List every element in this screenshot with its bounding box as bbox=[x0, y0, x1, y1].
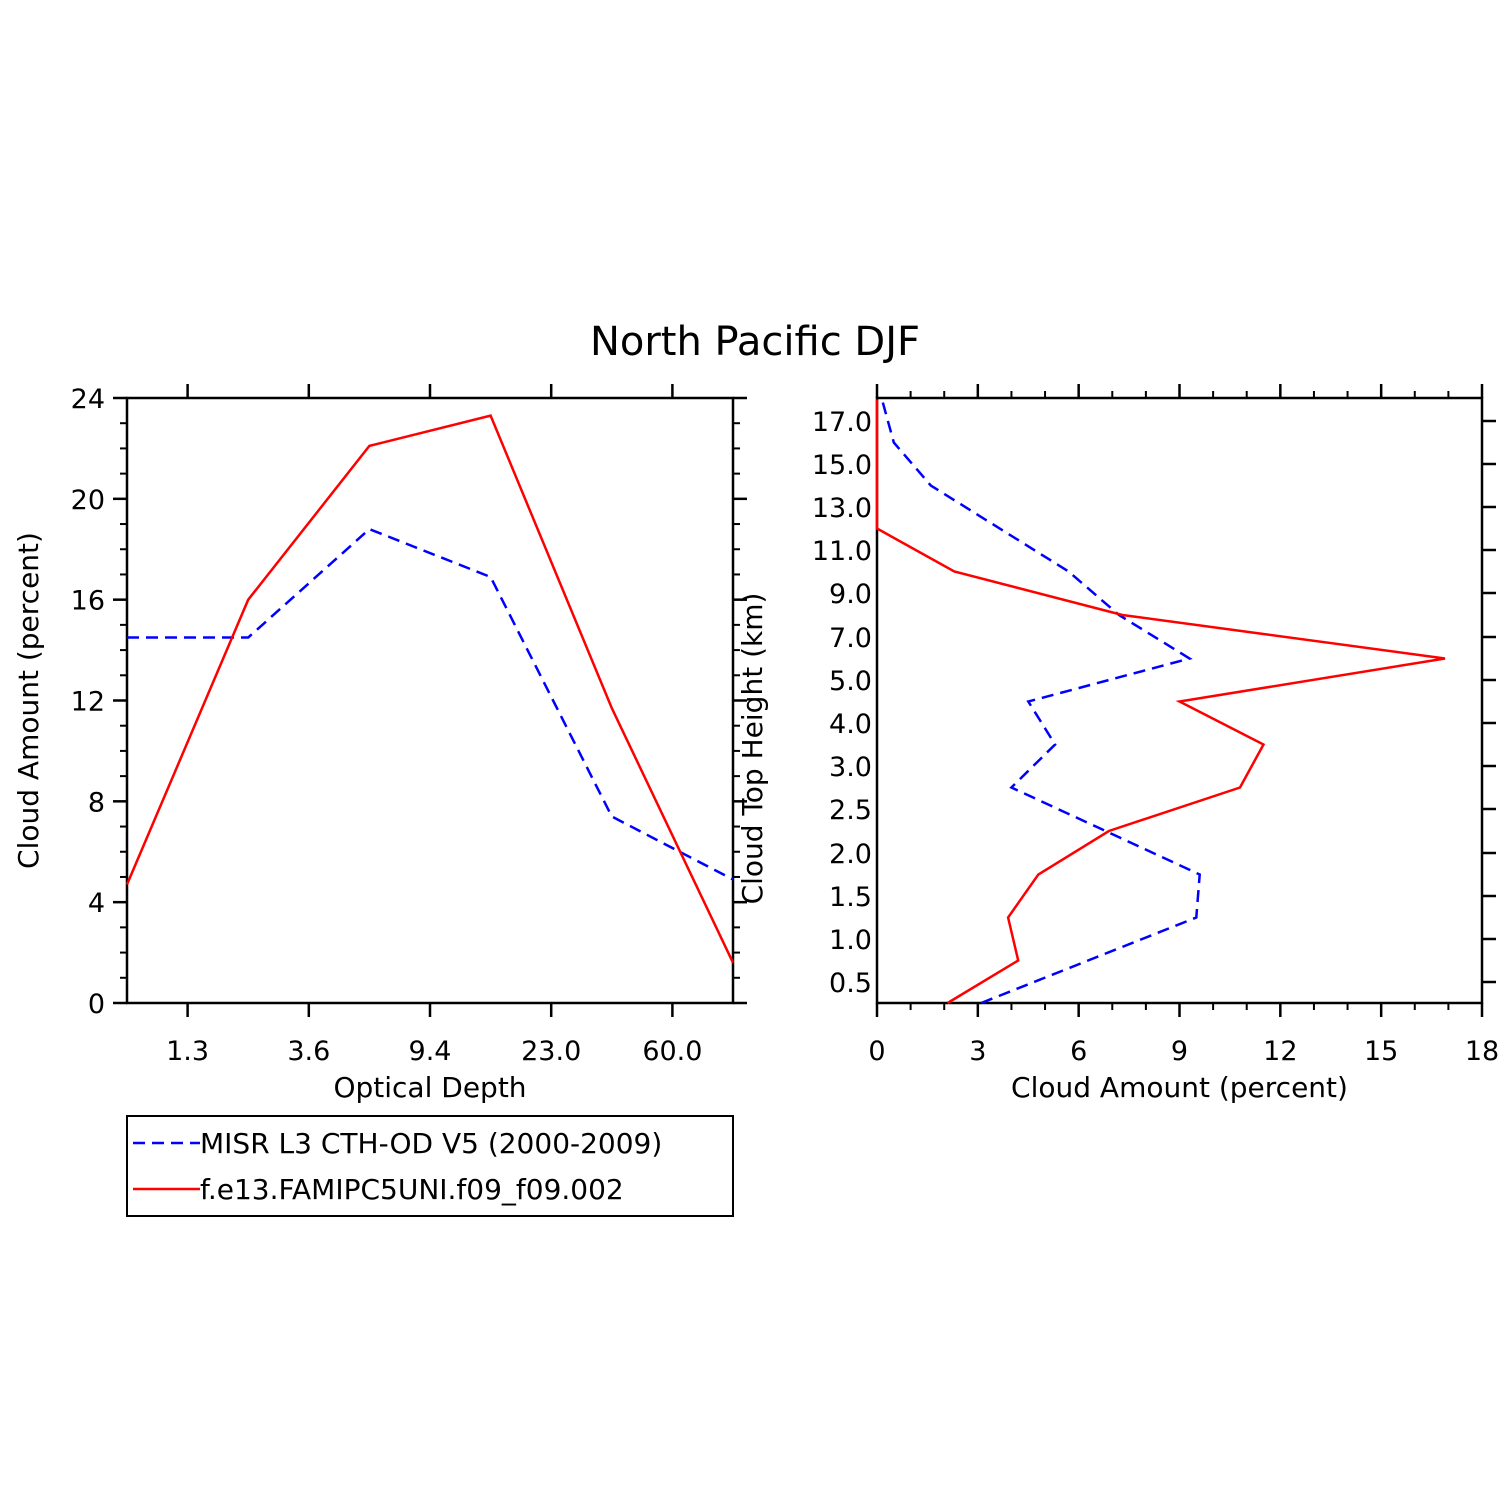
right-y-tick-label: 0.5 bbox=[829, 968, 872, 999]
legend-label: MISR L3 CTH-OD V5 (2000-2009) bbox=[200, 1127, 662, 1160]
right-x-tick-label: 6 bbox=[1070, 1036, 1087, 1067]
right-x-tick-label: 15 bbox=[1364, 1036, 1398, 1067]
left-y-axis-title: Cloud Amount (percent) bbox=[12, 532, 45, 869]
right-x-tick-label: 18 bbox=[1465, 1036, 1499, 1067]
left-y-tick-label: 20 bbox=[71, 485, 105, 516]
left-y-tick-label: 4 bbox=[88, 888, 105, 919]
right-y-tick-label: 5.0 bbox=[829, 666, 872, 697]
figure-title: North Pacific DJF bbox=[590, 319, 920, 365]
right-y-axis-title: Cloud Top Height (km) bbox=[736, 593, 769, 905]
right-x-tick-label: 12 bbox=[1263, 1036, 1297, 1067]
right-y-tick-label: 1.5 bbox=[829, 882, 872, 913]
left-y-tick-label: 16 bbox=[71, 586, 105, 617]
right-y-tick-label: 3.0 bbox=[829, 752, 872, 783]
right-y-tick-label: 15.0 bbox=[812, 450, 872, 481]
right-y-tick-label: 2.5 bbox=[829, 795, 872, 826]
left-plot-frame bbox=[125, 396, 735, 1005]
left-y-tick-label: 24 bbox=[71, 384, 105, 415]
right-y-tick-label: 13.0 bbox=[812, 493, 872, 524]
right-y-tick-label: 9.0 bbox=[829, 579, 872, 610]
right-y-tick-label: 2.0 bbox=[829, 839, 872, 870]
right-y-tick-label: 7.0 bbox=[829, 623, 872, 654]
left-x-tick-label: 3.6 bbox=[287, 1036, 330, 1067]
right-y-tick-label: 17.0 bbox=[812, 407, 872, 438]
right-y-tick-label: 1.0 bbox=[829, 925, 872, 956]
left-y-tick-label: 0 bbox=[88, 989, 105, 1020]
left-series-line-model bbox=[125, 414, 735, 964]
legend-box bbox=[126, 1115, 734, 1217]
left-x-tick-label: 1.3 bbox=[166, 1036, 209, 1067]
left-chart-optical-depth: 0 4 8 12 16 20 24 1.3 3.6 9.4 23.0 60.0 Optical Dept… bbox=[12, 384, 747, 1104]
legend: MISR L3 CTH-OD V5 (2000-2009) f.e13.FAMIP… bbox=[126, 1115, 734, 1217]
left-x-tick-label: 9.4 bbox=[409, 1036, 452, 1067]
left-x-axis-title: Optical Depth bbox=[333, 1071, 526, 1104]
legend-label: f.e13.FAMIPC5UNI.f09_f09.002 bbox=[200, 1173, 624, 1206]
left-y-tick-label: 12 bbox=[71, 687, 105, 718]
right-x-tick-label: 0 bbox=[868, 1036, 885, 1067]
left-x-tick-label: 60.0 bbox=[642, 1036, 702, 1067]
left-x-tick-label: 23.0 bbox=[521, 1036, 581, 1067]
right-series-line-model bbox=[875, 399, 1446, 1005]
left-series-line-misr bbox=[127, 527, 734, 881]
right-x-tick-label: 3 bbox=[969, 1036, 986, 1067]
right-chart-cloud-top-height: 0 3 6 9 12 15 18 0.5 1.0 1.5 2.0 2.5 3.0 4.0 5.0 7.0 9.0… bbox=[736, 384, 1499, 1104]
left-y-tick-label: 8 bbox=[88, 787, 105, 818]
right-y-tick-label: 4.0 bbox=[829, 709, 872, 740]
right-x-axis-title: Cloud Amount (percent) bbox=[1011, 1071, 1348, 1104]
right-series-line-misr bbox=[880, 399, 1202, 1005]
right-x-tick-label: 9 bbox=[1171, 1036, 1188, 1067]
right-y-tick-label: 11.0 bbox=[812, 536, 872, 567]
